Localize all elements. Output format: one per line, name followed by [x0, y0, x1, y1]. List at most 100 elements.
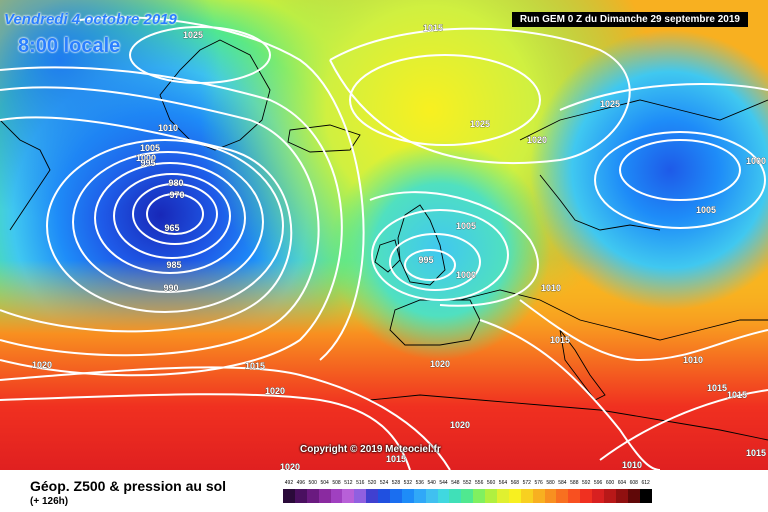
isobar-label: 1020 — [280, 462, 300, 470]
isobar-1025-greenland — [129, 26, 271, 84]
scale-label: 588 — [570, 480, 579, 486]
isobar-labels: 1025101510101005100099598097096598599010… — [32, 23, 767, 470]
isobar-label: 1015 — [707, 383, 727, 393]
forecast-time: 8:00 locale — [18, 35, 121, 57]
isobar-label: 1010 — [683, 355, 703, 365]
isobar-label: 1000 — [136, 153, 156, 163]
scale-label: 528 — [391, 480, 401, 486]
scale-swatch — [556, 489, 569, 503]
coastlines — [0, 39, 768, 441]
scale-swatch — [544, 489, 557, 503]
italy-coast — [559, 329, 606, 401]
scale-swatch — [592, 489, 605, 503]
scale-label: 572 — [522, 480, 531, 486]
isobar-985 — [72, 151, 264, 293]
isobar-label: 1015 — [423, 23, 443, 33]
scale-swatch — [354, 489, 367, 503]
scale-swatch — [580, 489, 593, 503]
copyright-notice: Copyright © 2019 Meteociel.fr — [300, 444, 441, 455]
scale-label: 544 — [439, 480, 448, 486]
isobar-1005-uk — [371, 209, 509, 301]
isobar-label: 995 — [418, 255, 433, 265]
scale-label: 548 — [451, 480, 460, 486]
isobar-1000-east — [619, 139, 741, 201]
scale-label: 604 — [617, 480, 627, 486]
isobar-995-uk — [404, 249, 456, 281]
scale-label: 580 — [546, 480, 555, 486]
scale-label: 536 — [415, 480, 424, 486]
isobar-label: 1010 — [622, 460, 642, 470]
scale-swatch — [390, 489, 402, 503]
scandinavia-coast — [519, 99, 768, 141]
scale-label: 608 — [629, 480, 638, 486]
color-scale-labels: 492 496 500 504 508 512 516 520 524 528 532 536 540 5… — [283, 480, 652, 486]
uk-trough-field — [0, 0, 768, 470]
scale-label: 520 — [368, 480, 377, 486]
scale-label: 508 — [332, 480, 341, 486]
scale-label: 576 — [534, 480, 543, 486]
legend-title: Géop. Z500 & pression au sol — [30, 478, 227, 494]
scale-label: 564 — [498, 480, 508, 486]
scale-label: 516 — [356, 480, 365, 486]
isobar-1015-med — [479, 319, 661, 470]
europe-coast — [459, 289, 768, 341]
isobars — [0, 16, 768, 470]
isobar-1020-ridge — [329, 27, 631, 165]
scale-swatch — [497, 489, 509, 503]
isobar-label: 1025 — [600, 99, 620, 109]
isobar-label: 1000 — [746, 156, 766, 166]
scale-swatch — [520, 489, 533, 503]
isobar-1010-south-east — [519, 299, 768, 362]
scale-swatch — [627, 489, 640, 503]
isobar-label: 990 — [163, 283, 178, 293]
scale-label: 496 — [296, 480, 305, 486]
isobar-1005-east — [594, 131, 766, 229]
isobar-label: 1015 — [245, 361, 265, 371]
isobar-975 — [113, 173, 231, 259]
isobar-label: 1020 — [450, 420, 470, 430]
scale-label: 592 — [582, 480, 591, 486]
isobar-1010-uk — [369, 191, 539, 307]
map-svg: 1025101510101005100099598097096598599010… — [0, 0, 768, 470]
scale-label: 552 — [463, 480, 472, 486]
scale-swatch — [342, 489, 355, 503]
scale-swatch — [306, 489, 319, 503]
isobar-1000-uk — [389, 233, 481, 291]
isobar-label: 1010 — [158, 123, 178, 133]
isobar-label: 1000 — [456, 270, 476, 280]
isobar-label: 970 — [169, 190, 184, 200]
scale-label: 524 — [379, 480, 389, 486]
scale-swatch — [639, 489, 652, 503]
scale-label: 500 — [308, 480, 317, 486]
isobar-label: 1020 — [527, 135, 547, 145]
scale-label: 600 — [605, 480, 615, 486]
isobar-970 — [132, 183, 218, 245]
isobar-label: 1010 — [541, 283, 561, 293]
scale-swatch — [437, 489, 450, 503]
scale-swatch — [413, 489, 426, 503]
isobar-label: 1005 — [696, 205, 716, 215]
britain-coast — [397, 204, 446, 286]
scale-label: 556 — [475, 480, 484, 486]
run-info-badge: Run GEM 0 Z du Dimanche 29 septembre 201… — [511, 12, 748, 27]
scale-swatch — [401, 489, 414, 503]
isobar-label: 1015 — [550, 335, 570, 345]
scale-swatch — [366, 489, 379, 503]
scale-swatch — [604, 489, 616, 503]
isobar-label: 1005 — [140, 143, 160, 153]
scale-swatch — [378, 489, 391, 503]
scale-label: 584 — [558, 480, 567, 486]
forecast-date: Vendredi 4 octobre 2019 — [4, 11, 177, 28]
baltic-coast — [539, 174, 661, 231]
legend-panel: Géop. Z500 & pression au sol (+ 126h) 49… — [0, 470, 768, 512]
isobar-990 — [46, 139, 284, 313]
color-scale — [283, 489, 652, 503]
isobar-label: 1025 — [183, 30, 203, 40]
scale-swatch — [485, 489, 498, 503]
scale-label: 504 — [320, 480, 329, 486]
scale-swatch — [425, 489, 438, 503]
isobar-980 — [94, 162, 246, 274]
scale-swatch — [449, 489, 462, 503]
canada-coast — [0, 119, 51, 231]
